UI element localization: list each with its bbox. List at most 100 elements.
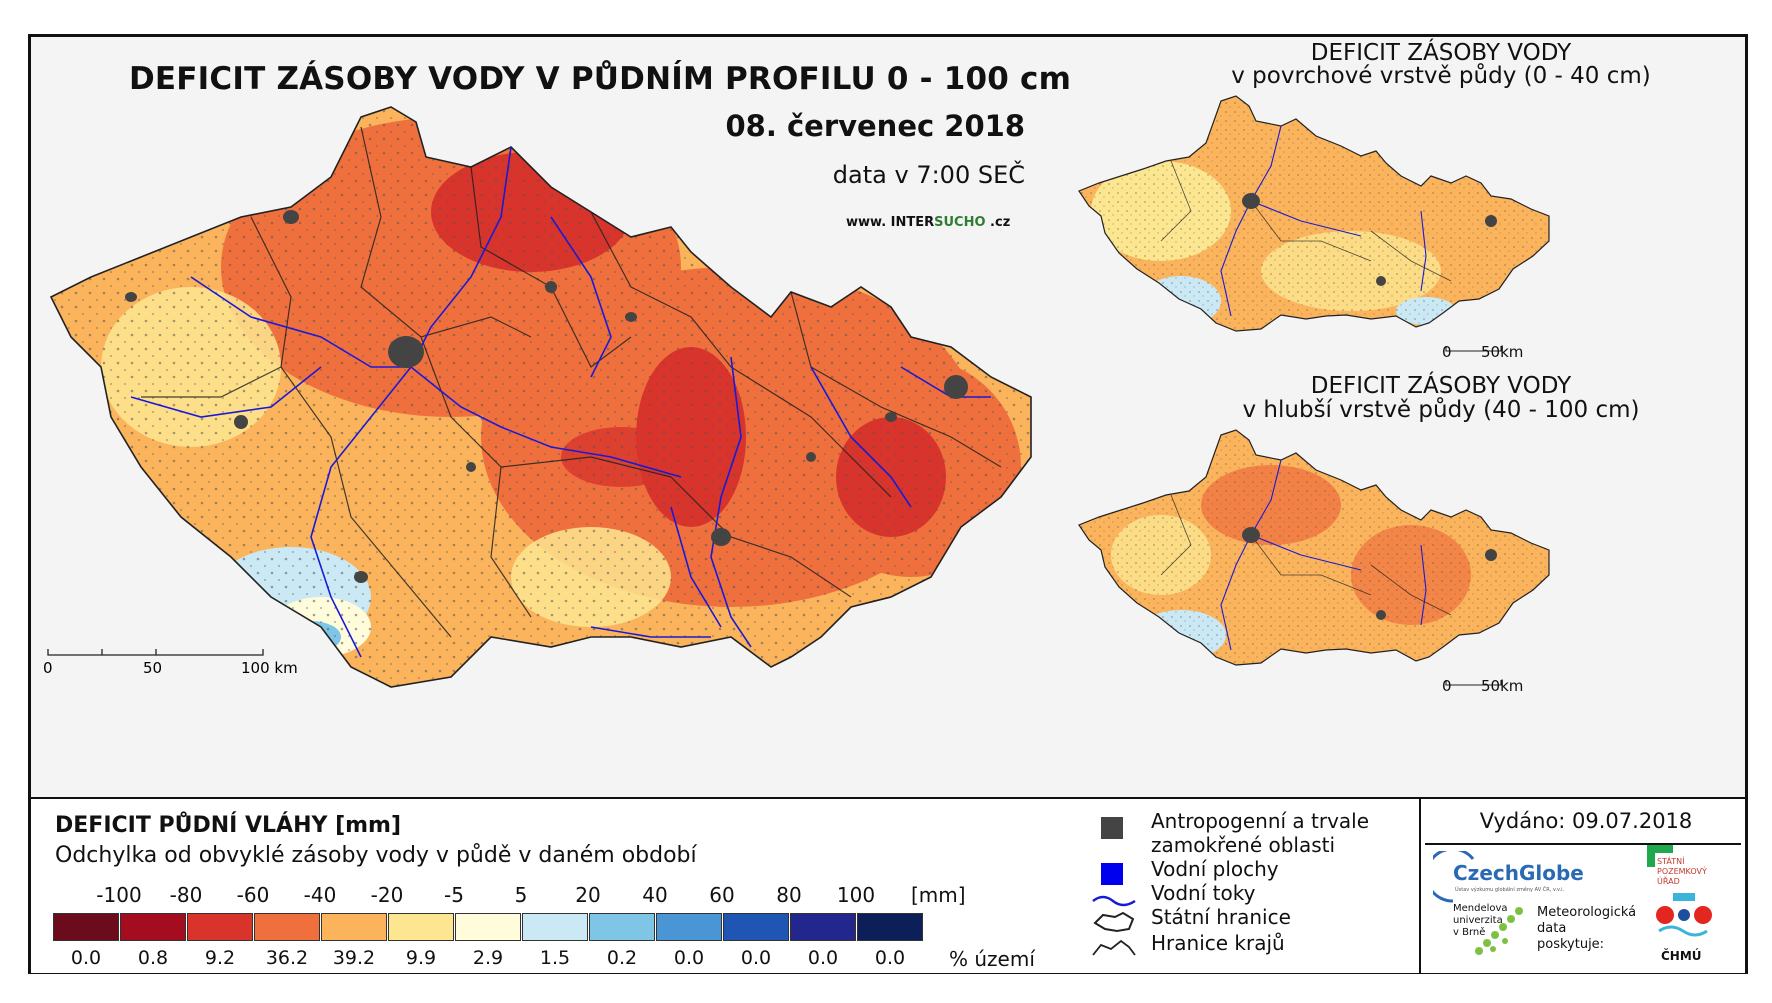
main-map: 0 50 100 km	[43, 106, 1032, 688]
mendel-text-1: Mendelova	[1453, 903, 1508, 914]
legend-color-swatch	[455, 913, 521, 941]
legend-boundary-label: 100	[836, 883, 876, 907]
legend-boundary-label: 80	[776, 883, 802, 907]
legend-divider	[1419, 799, 1421, 973]
legend-class-percent: 9.9	[405, 947, 437, 969]
legend-color-swatch	[321, 913, 387, 941]
side2-scale-50: 50km	[1481, 677, 1524, 695]
legend-color-swatch	[254, 913, 320, 941]
data-time: data v 7:00 SEČ	[832, 161, 1025, 189]
side2-scale-0: 0	[1442, 677, 1452, 695]
symbol-region-border: Hranice krajů	[1151, 931, 1285, 955]
legend-class-percent: 0.0	[673, 947, 705, 969]
map-panel: 0 50 100 km DEFICIT ZÁSOBY VODY V PŮDNÍM…	[31, 37, 1745, 797]
legend-unit: [mm]	[911, 883, 966, 907]
legend-boundary-label: -40	[303, 883, 337, 907]
legend-boundary-label: -80	[169, 883, 203, 907]
spu-logo	[1647, 845, 1673, 867]
region-border-symbol-icon	[1092, 939, 1136, 956]
legend-color-swatch	[589, 913, 655, 941]
legend-title: DEFICIT PŮDNÍ VLÁHY [mm]	[55, 813, 402, 838]
river-symbol-icon	[1092, 895, 1136, 907]
legend-class-percent: 9.2	[204, 947, 236, 969]
chmu-logo-icon	[1656, 893, 1712, 937]
main-scale-0: 0	[43, 659, 53, 677]
spu-text-1: STÁTNÍ	[1657, 857, 1685, 866]
meteo-text-2: data	[1537, 921, 1567, 936]
meteo-text-3: poskytuje:	[1537, 937, 1605, 952]
legend-boundary-label: -100	[96, 883, 142, 907]
issued-date: Vydáno: 09.07.2018	[1479, 809, 1693, 833]
state-border-symbol-icon	[1093, 911, 1135, 933]
legend-pct-unit: % území	[949, 947, 1035, 971]
legend-color-swatch	[120, 913, 186, 941]
symbol-icons	[1092, 817, 1136, 956]
legend-class-percent: 0.2	[606, 947, 638, 969]
legend-color-swatch	[656, 913, 722, 941]
symbol-rivers: Vodní toky	[1151, 881, 1256, 905]
legend-color-swatch	[857, 913, 923, 941]
symbol-water-bodies: Vodní plochy	[1151, 857, 1279, 881]
figure-frame: 0 50 100 km DEFICIT ZÁSOBY VODY V PŮDNÍM…	[28, 34, 1748, 974]
legend-class-percent: 0.0	[807, 947, 839, 969]
legend-boundary-label: -20	[370, 883, 404, 907]
main-scale-100: 100 km	[241, 659, 298, 677]
side-map-deep	[1078, 429, 1550, 686]
side1-title: DEFICIT ZÁSOBY VODY	[1310, 40, 1572, 66]
chmu-logo-text: ČHMÚ	[1661, 949, 1702, 963]
symbol-anthropogenic-line1: Antropogenní a trvale	[1151, 809, 1370, 833]
legend-color-swatch	[53, 913, 119, 941]
mendel-logo-icon	[1475, 907, 1523, 955]
legend-boundary-label: 5	[514, 883, 528, 907]
legend-panel: DEFICIT PŮDNÍ VLÁHY [mm] Odchylka od obv…	[31, 797, 1745, 973]
legend-color-swatch	[388, 913, 454, 941]
legend-color-swatch	[522, 913, 588, 941]
main-scale-50: 50	[143, 659, 162, 677]
legend-boundary-label: 60	[709, 883, 735, 907]
czechglobe-logo-subtext: Ústav výzkumu globální změny AV ČR, v.v.…	[1455, 887, 1565, 893]
legend-class-percent: 1.5	[539, 947, 571, 969]
legend-class-percent: 0.0	[740, 947, 772, 969]
legend-boundary-label: -5	[444, 883, 464, 907]
legend-class-percent: 39.2	[332, 947, 376, 969]
symbol-state-border: Státní hranice	[1151, 905, 1291, 929]
web-prefix: www. INTER	[846, 215, 935, 230]
side-map-surface	[1078, 95, 1550, 352]
legend-subtitle: Odchylka od obvyklé zásoby vody v půdě v…	[55, 843, 697, 868]
legend-class-percent: 0.0	[70, 947, 102, 969]
czechglobe-logo-text: CzechGlobe	[1453, 861, 1584, 885]
main-map-urban-areas	[125, 210, 968, 583]
logos-box: CzechGlobe Ústav výzkumu globální změny …	[1425, 843, 1741, 969]
legend-boundary-label: 20	[575, 883, 601, 907]
legend-class-percent: 2.9	[472, 947, 504, 969]
water-body-symbol-icon	[1101, 863, 1123, 885]
meteo-text-1: Meteorologická	[1537, 905, 1637, 920]
spu-text-2: POZEMKOVÝ	[1657, 867, 1707, 876]
web-suffix: .cz	[985, 215, 1011, 230]
map-date: 08. červenec 2018	[725, 109, 1025, 143]
side2-title: DEFICIT ZÁSOBY VODY	[1310, 373, 1572, 399]
side1-subtitle: v povrchové vrstvě půdy (0 - 40 cm)	[1231, 63, 1651, 89]
legend-boundary-label: -60	[236, 883, 270, 907]
mendel-text-2: univerzita	[1453, 915, 1503, 926]
legend-color-swatch	[790, 913, 856, 941]
side2-subtitle: v hlubší vrstvě půdy (40 - 100 cm)	[1242, 397, 1640, 423]
side1-scale-0: 0	[1442, 343, 1452, 361]
czechglobe-logo	[1433, 851, 1475, 903]
legend-color-swatch	[187, 913, 253, 941]
main-title: DEFICIT ZÁSOBY VODY V PŮDNÍM PROFILU 0 -…	[129, 61, 1072, 97]
side1-scale-50: 50km	[1481, 343, 1524, 361]
main-map-rivers	[130, 146, 991, 658]
symbol-anthropogenic-line2: zamokřené oblasti	[1151, 833, 1336, 857]
legend-class-percent: 36.2	[265, 947, 309, 969]
legend-boundary-label: 40	[642, 883, 668, 907]
legend-color-swatch	[723, 913, 789, 941]
legend-class-percent: 0.8	[137, 947, 169, 969]
spu-text-3: ÚŘAD	[1657, 877, 1680, 886]
mendel-text-3: v Brně	[1453, 927, 1486, 938]
legend-class-percent: 0.0	[874, 947, 906, 969]
intersucho-web[interactable]: www. INTERSUCHO .cz	[846, 215, 1010, 230]
web-accent: SUCHO	[934, 215, 986, 230]
main-map-scalebar	[47, 649, 264, 656]
urban-symbol-icon	[1101, 817, 1123, 839]
